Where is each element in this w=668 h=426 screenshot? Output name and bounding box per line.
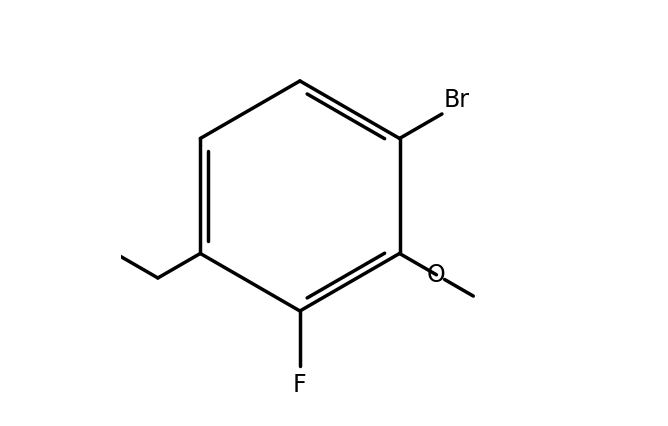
Text: F: F <box>293 373 307 397</box>
Text: O: O <box>427 263 446 287</box>
Text: Br: Br <box>444 88 470 112</box>
